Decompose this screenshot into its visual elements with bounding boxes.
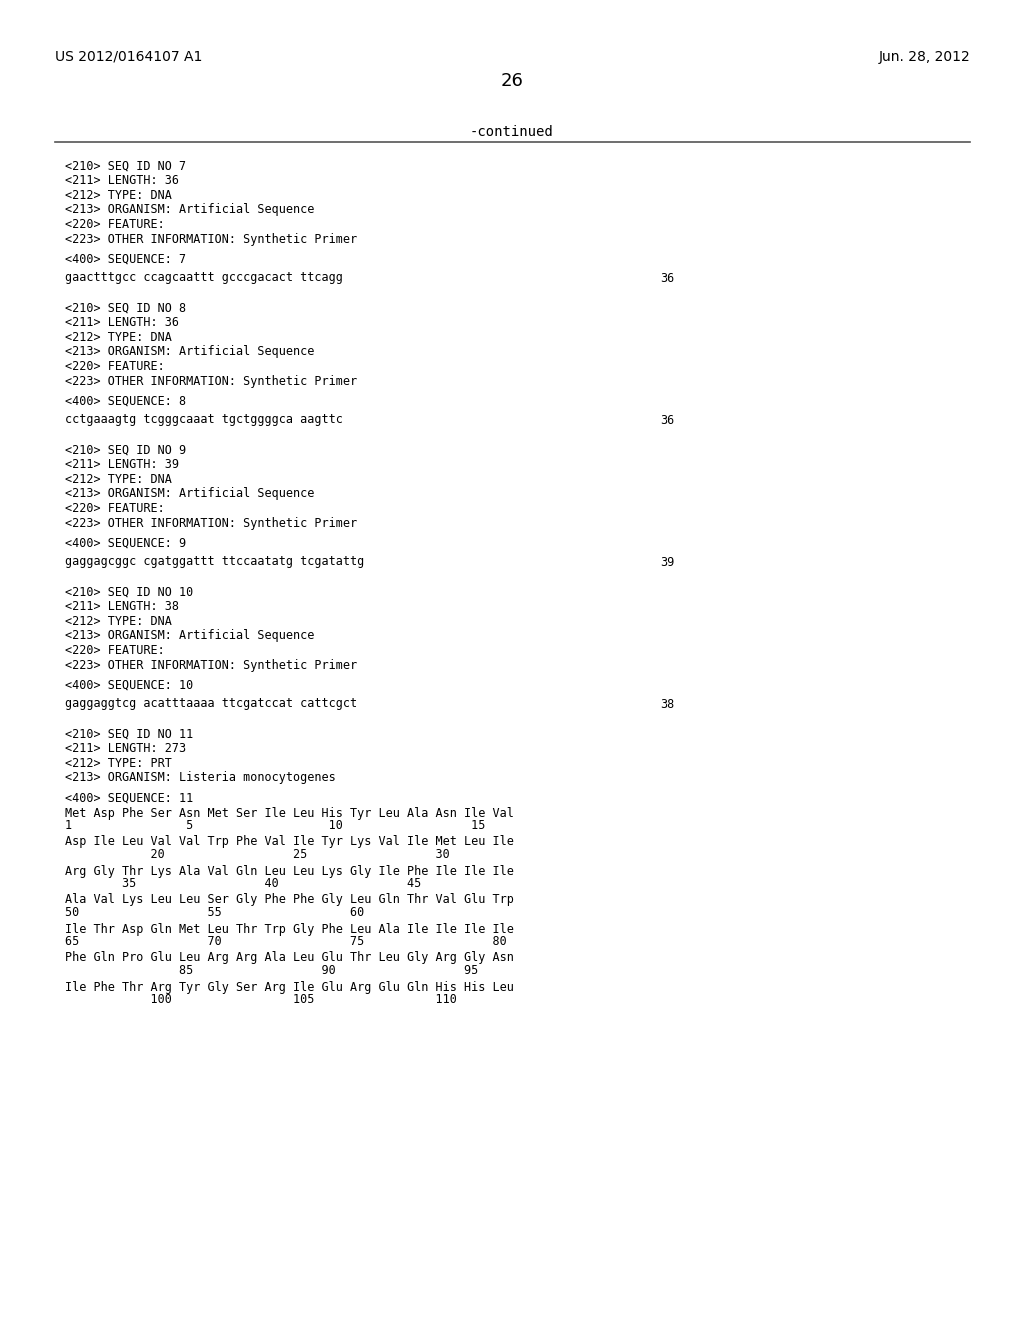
Text: 85                  90                  95: 85 90 95 <box>65 964 478 977</box>
Text: <213> ORGANISM: Artificial Sequence: <213> ORGANISM: Artificial Sequence <box>65 630 314 643</box>
Text: <213> ORGANISM: Artificial Sequence: <213> ORGANISM: Artificial Sequence <box>65 346 314 359</box>
Text: <210> SEQ ID NO 8: <210> SEQ ID NO 8 <box>65 302 186 315</box>
Text: <210> SEQ ID NO 9: <210> SEQ ID NO 9 <box>65 444 186 457</box>
Text: 39: 39 <box>660 556 674 569</box>
Text: Ile Thr Asp Gln Met Leu Thr Trp Gly Phe Leu Ala Ile Ile Ile Ile: Ile Thr Asp Gln Met Leu Thr Trp Gly Phe … <box>65 923 514 936</box>
Text: Jun. 28, 2012: Jun. 28, 2012 <box>879 50 970 63</box>
Text: Arg Gly Thr Lys Ala Val Gln Leu Leu Lys Gly Ile Phe Ile Ile Ile: Arg Gly Thr Lys Ala Val Gln Leu Leu Lys … <box>65 865 514 878</box>
Text: <212> TYPE: DNA: <212> TYPE: DNA <box>65 331 172 345</box>
Text: Ile Phe Thr Arg Tyr Gly Ser Arg Ile Glu Arg Glu Gln His His Leu: Ile Phe Thr Arg Tyr Gly Ser Arg Ile Glu … <box>65 981 514 994</box>
Text: <212> TYPE: DNA: <212> TYPE: DNA <box>65 189 172 202</box>
Text: <400> SEQUENCE: 7: <400> SEQUENCE: 7 <box>65 253 186 267</box>
Text: <210> SEQ ID NO 10: <210> SEQ ID NO 10 <box>65 586 194 599</box>
Text: <211> LENGTH: 36: <211> LENGTH: 36 <box>65 174 179 187</box>
Text: 1                5                   10                  15: 1 5 10 15 <box>65 818 485 832</box>
Text: <212> TYPE: DNA: <212> TYPE: DNA <box>65 615 172 628</box>
Text: <400> SEQUENCE: 9: <400> SEQUENCE: 9 <box>65 537 186 550</box>
Text: 26: 26 <box>501 73 523 90</box>
Text: <210> SEQ ID NO 11: <210> SEQ ID NO 11 <box>65 729 194 741</box>
Text: 36: 36 <box>660 413 674 426</box>
Text: <400> SEQUENCE: 8: <400> SEQUENCE: 8 <box>65 395 186 408</box>
Text: 100                 105                 110: 100 105 110 <box>65 993 457 1006</box>
Text: -continued: -continued <box>470 125 554 139</box>
Text: Ala Val Lys Leu Leu Ser Gly Phe Phe Gly Leu Gln Thr Val Glu Trp: Ala Val Lys Leu Leu Ser Gly Phe Phe Gly … <box>65 894 514 907</box>
Text: <223> OTHER INFORMATION: Synthetic Primer: <223> OTHER INFORMATION: Synthetic Prime… <box>65 375 357 388</box>
Text: <220> FEATURE:: <220> FEATURE: <box>65 502 165 515</box>
Text: gaggagcggc cgatggattt ttccaatatg tcgatattg: gaggagcggc cgatggattt ttccaatatg tcgatat… <box>65 556 365 569</box>
Text: <400> SEQUENCE: 10: <400> SEQUENCE: 10 <box>65 678 194 692</box>
Text: <211> LENGTH: 36: <211> LENGTH: 36 <box>65 317 179 330</box>
Text: Asp Ile Leu Val Val Trp Phe Val Ile Tyr Lys Val Ile Met Leu Ile: Asp Ile Leu Val Val Trp Phe Val Ile Tyr … <box>65 836 514 849</box>
Text: <220> FEATURE:: <220> FEATURE: <box>65 644 165 657</box>
Text: <223> OTHER INFORMATION: Synthetic Primer: <223> OTHER INFORMATION: Synthetic Prime… <box>65 232 357 246</box>
Text: 38: 38 <box>660 697 674 710</box>
Text: <213> ORGANISM: Artificial Sequence: <213> ORGANISM: Artificial Sequence <box>65 203 314 216</box>
Text: 35                  40                  45: 35 40 45 <box>65 876 421 890</box>
Text: 50                  55                  60: 50 55 60 <box>65 906 365 919</box>
Text: <211> LENGTH: 273: <211> LENGTH: 273 <box>65 742 186 755</box>
Text: <213> ORGANISM: Artificial Sequence: <213> ORGANISM: Artificial Sequence <box>65 487 314 500</box>
Text: cctgaaagtg tcgggcaaat tgctggggca aagttc: cctgaaagtg tcgggcaaat tgctggggca aagttc <box>65 413 343 426</box>
Text: 20                  25                  30: 20 25 30 <box>65 847 450 861</box>
Text: <212> TYPE: DNA: <212> TYPE: DNA <box>65 473 172 486</box>
Text: Met Asp Phe Ser Asn Met Ser Ile Leu His Tyr Leu Ala Asn Ile Val: Met Asp Phe Ser Asn Met Ser Ile Leu His … <box>65 807 514 820</box>
Text: <223> OTHER INFORMATION: Synthetic Primer: <223> OTHER INFORMATION: Synthetic Prime… <box>65 659 357 672</box>
Text: <211> LENGTH: 39: <211> LENGTH: 39 <box>65 458 179 471</box>
Text: gaactttgcc ccagcaattt gcccgacact ttcagg: gaactttgcc ccagcaattt gcccgacact ttcagg <box>65 272 343 285</box>
Text: US 2012/0164107 A1: US 2012/0164107 A1 <box>55 50 203 63</box>
Text: 36: 36 <box>660 272 674 285</box>
Text: 65                  70                  75                  80: 65 70 75 80 <box>65 935 507 948</box>
Text: <220> FEATURE:: <220> FEATURE: <box>65 218 165 231</box>
Text: <220> FEATURE:: <220> FEATURE: <box>65 360 165 374</box>
Text: <400> SEQUENCE: 11: <400> SEQUENCE: 11 <box>65 792 194 805</box>
Text: Phe Gln Pro Glu Leu Arg Arg Ala Leu Glu Thr Leu Gly Arg Gly Asn: Phe Gln Pro Glu Leu Arg Arg Ala Leu Glu … <box>65 952 514 965</box>
Text: <223> OTHER INFORMATION: Synthetic Primer: <223> OTHER INFORMATION: Synthetic Prime… <box>65 516 357 529</box>
Text: <212> TYPE: PRT: <212> TYPE: PRT <box>65 756 172 770</box>
Text: <213> ORGANISM: Listeria monocytogenes: <213> ORGANISM: Listeria monocytogenes <box>65 771 336 784</box>
Text: <211> LENGTH: 38: <211> LENGTH: 38 <box>65 601 179 614</box>
Text: gaggaggtcg acatttaaaa ttcgatccat cattcgct: gaggaggtcg acatttaaaa ttcgatccat cattcgc… <box>65 697 357 710</box>
Text: <210> SEQ ID NO 7: <210> SEQ ID NO 7 <box>65 160 186 173</box>
